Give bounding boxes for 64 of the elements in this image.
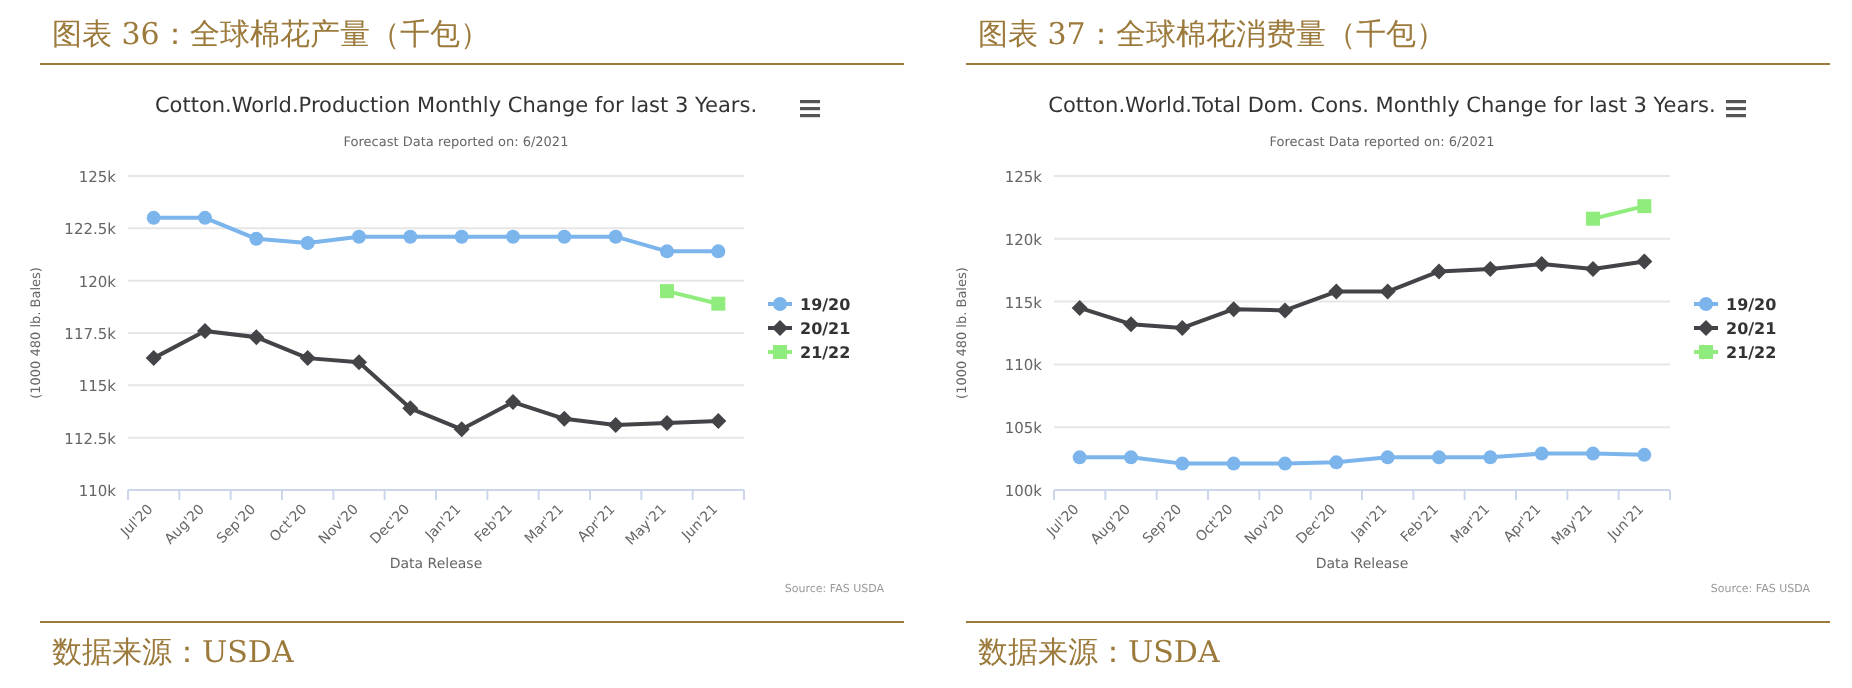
point [197, 322, 213, 339]
text: 图表 37：全球棉花消费量（千包） [978, 16, 1446, 52]
point [1637, 199, 1652, 214]
point [1277, 302, 1293, 319]
point [1071, 299, 1088, 316]
point [402, 400, 419, 417]
legend-label: 21/22 [800, 344, 851, 362]
point [1534, 446, 1549, 461]
point [1431, 263, 1447, 280]
point [1175, 456, 1190, 471]
point [1124, 450, 1138, 465]
point [556, 410, 573, 427]
point [711, 244, 726, 259]
point [557, 229, 572, 244]
point [198, 210, 212, 225]
chart-title: Cotton.World.Production Monthly Change for last 3 Years. [154, 94, 758, 118]
legend-label: 19/20 [800, 296, 852, 314]
point [1533, 255, 1550, 272]
point [1328, 283, 1345, 300]
point [1226, 456, 1241, 471]
point [1482, 260, 1499, 277]
chart-title: Cotton.World.Total Dom. Cons. Monthly Change for last 3 Years. [1048, 94, 1716, 118]
point [608, 229, 623, 244]
point [453, 421, 470, 438]
point [1432, 450, 1446, 465]
point [1174, 319, 1191, 336]
text: 图表 36：全球棉花产量（千包） [52, 16, 490, 52]
point [1225, 301, 1242, 318]
point [1123, 316, 1139, 333]
point [1329, 455, 1344, 470]
point [659, 415, 675, 432]
legend-label: 21/22 [1726, 344, 1777, 362]
point [1637, 447, 1652, 462]
point [352, 229, 366, 244]
point [1380, 450, 1395, 465]
point [660, 284, 674, 299]
point [1483, 450, 1498, 465]
point [403, 229, 418, 244]
point [660, 244, 674, 259]
legend-label: 19/20 [1726, 296, 1778, 314]
point [145, 350, 162, 367]
point [1278, 456, 1292, 471]
point [506, 229, 520, 244]
legend-label: 20/21 [1726, 320, 1778, 338]
point [1586, 446, 1600, 461]
point [1636, 253, 1653, 270]
point [299, 350, 316, 367]
point [1585, 260, 1601, 277]
point [300, 235, 315, 250]
point [249, 231, 264, 246]
point [248, 329, 265, 346]
source-note: 数据来源：USDA [978, 634, 1220, 670]
point [711, 296, 726, 311]
point [454, 229, 469, 244]
source-note: 数据来源：USDA [52, 634, 294, 670]
point [710, 412, 727, 429]
point [505, 394, 521, 411]
point [146, 210, 161, 225]
point [607, 417, 624, 434]
point [1586, 211, 1600, 226]
point [1379, 283, 1396, 300]
legend-label: 20/21 [800, 320, 852, 338]
point [351, 354, 367, 371]
point [1072, 450, 1087, 465]
